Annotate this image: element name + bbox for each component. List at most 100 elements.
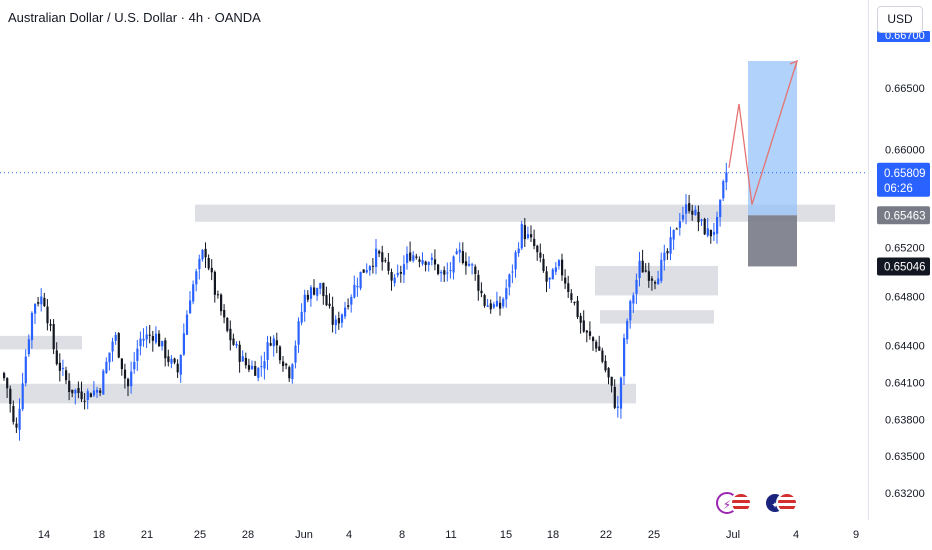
candle-down — [561, 253, 564, 281]
candle-down — [461, 242, 464, 265]
candle-body — [30, 312, 34, 341]
candle-body — [201, 249, 204, 260]
candle-body — [654, 282, 657, 284]
candle-up — [260, 355, 263, 377]
candle-down — [158, 330, 161, 347]
candle-body — [530, 234, 533, 238]
candle-body — [96, 389, 99, 393]
candle-down — [328, 293, 331, 309]
candle-body — [111, 341, 114, 352]
candle-down — [371, 258, 375, 274]
candle-body — [582, 320, 585, 332]
candle-up — [142, 328, 145, 347]
target-price-label-bg — [877, 31, 930, 42]
candle-down — [601, 347, 604, 364]
candle-up — [632, 292, 635, 314]
candle-body — [297, 321, 300, 345]
candle-down — [269, 336, 272, 347]
candle-body — [55, 350, 58, 365]
us-flag-icon[interactable] — [776, 492, 798, 514]
candle-body — [266, 342, 269, 360]
candle-up — [92, 381, 96, 398]
candle-down — [229, 320, 232, 351]
candle-down — [176, 359, 179, 378]
candle-down — [52, 319, 55, 355]
candle-down — [238, 340, 241, 373]
time-tick-label: 4 — [793, 529, 799, 541]
candle-body — [378, 251, 381, 254]
candle-down — [210, 259, 213, 281]
candle-body — [52, 324, 55, 350]
candle-down — [464, 252, 468, 275]
candle-body — [536, 245, 539, 253]
candle-down — [598, 335, 601, 351]
candle-body — [557, 260, 561, 267]
candle-up — [514, 250, 517, 278]
candle-up — [189, 291, 192, 314]
candle-up — [241, 350, 244, 362]
candle-body — [269, 343, 272, 346]
candle-body — [592, 337, 595, 342]
candle-up — [719, 199, 722, 227]
candle-body — [21, 383, 24, 410]
candle-up — [272, 335, 275, 357]
candle-up — [657, 270, 660, 285]
candle-body — [576, 300, 579, 317]
candle-body — [709, 229, 712, 237]
candle-body — [443, 270, 446, 275]
candle-up — [430, 253, 433, 266]
us-flag-icon[interactable] — [730, 492, 752, 514]
candle-body — [623, 337, 626, 377]
candle-up — [502, 297, 505, 309]
candle-body — [368, 266, 371, 271]
candle-body — [154, 333, 158, 343]
candle-body — [334, 319, 337, 326]
candle-body — [595, 341, 598, 349]
candle-up — [554, 262, 557, 275]
time-tick-label: Jun — [295, 529, 313, 541]
candle-up — [182, 323, 185, 356]
candle-body — [688, 203, 691, 212]
candle-up — [235, 341, 238, 349]
candle-body — [716, 216, 719, 234]
price-tick-label: 0.66000 — [885, 144, 925, 156]
candle-body — [288, 367, 291, 379]
candle-body — [220, 294, 223, 312]
price-tick-label: 0.64100 — [885, 378, 925, 390]
candle-body — [635, 279, 638, 294]
time-tick-label: 28 — [242, 529, 254, 541]
candle-body — [616, 406, 619, 408]
candle-body — [6, 378, 9, 389]
candle-body — [77, 387, 80, 393]
candle-down — [148, 324, 151, 344]
candle-down — [576, 295, 579, 319]
time-tick-label: 14 — [38, 529, 50, 541]
candle-body — [712, 231, 716, 235]
candle-body — [130, 371, 133, 387]
candle-body — [390, 272, 393, 281]
candle-down — [588, 321, 592, 340]
currency-button[interactable]: USD — [877, 6, 923, 33]
candle-down — [3, 371, 6, 381]
candle-body — [517, 248, 520, 254]
candle-body — [18, 408, 21, 430]
candle-up — [139, 331, 142, 356]
candle-down — [123, 363, 127, 389]
candle-body — [650, 278, 654, 281]
candle-up — [185, 310, 189, 336]
candle-body — [461, 251, 464, 263]
candle-up — [471, 262, 474, 275]
candle-body — [567, 283, 570, 293]
candle-up — [27, 334, 30, 357]
candle-up — [319, 282, 322, 295]
candle-body — [328, 303, 331, 307]
candle-body — [700, 219, 703, 221]
candle-up — [297, 317, 300, 353]
candle-body — [647, 271, 650, 281]
candle-down — [387, 253, 390, 275]
candle-body — [176, 363, 179, 373]
candle-body — [458, 249, 461, 253]
candle-down — [12, 400, 15, 425]
time-tick-label: 25 — [194, 529, 206, 541]
